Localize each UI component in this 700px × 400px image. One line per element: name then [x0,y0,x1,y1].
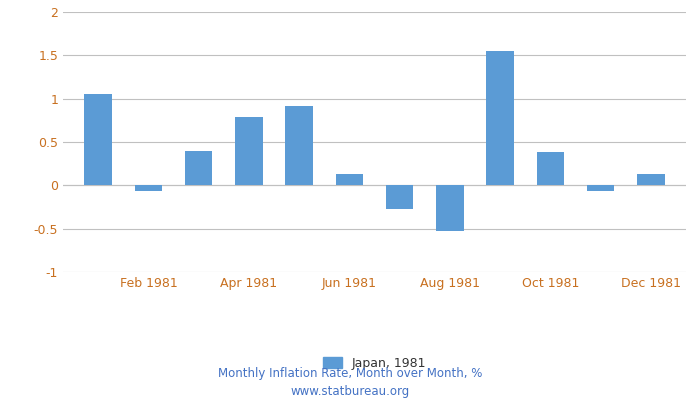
Bar [235,117,262,185]
Bar [637,174,664,185]
Text: Monthly Inflation Rate, Month over Month, %: Monthly Inflation Rate, Month over Month… [218,368,482,380]
Bar [587,185,615,190]
Bar [386,185,414,209]
Bar [335,174,363,185]
Bar [486,51,514,185]
Bar [85,94,112,185]
Bar [185,151,213,185]
Bar [286,106,313,185]
Legend: Japan, 1981: Japan, 1981 [318,352,431,375]
Text: www.statbureau.org: www.statbureau.org [290,385,410,398]
Bar [134,185,162,190]
Bar [436,185,463,231]
Bar [536,152,564,185]
